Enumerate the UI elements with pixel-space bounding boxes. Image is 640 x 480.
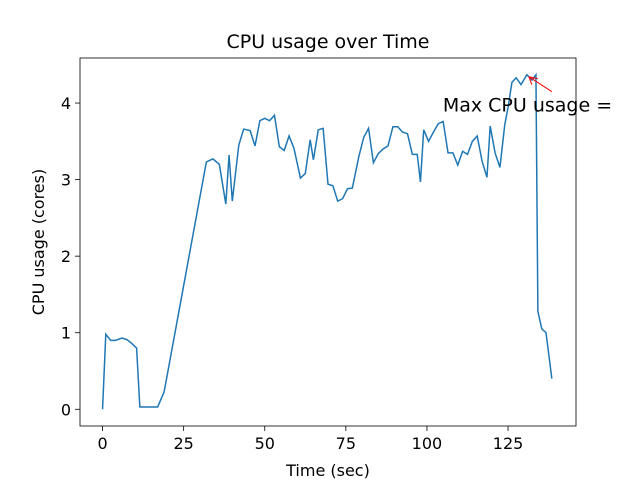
y-tick-label: 4	[61, 94, 71, 113]
y-tick-label: 2	[61, 247, 71, 266]
y-tick-label: 0	[61, 400, 71, 419]
x-tick-label: 25	[173, 434, 193, 453]
annotation-arrowhead	[528, 76, 538, 85]
x-tick-label: 75	[336, 434, 356, 453]
y-axis-label: CPU usage (cores)	[29, 169, 48, 315]
x-tick-label: 100	[412, 434, 443, 453]
x-tick-label: 125	[493, 434, 524, 453]
axes-frame	[79, 57, 577, 427]
x-tick-label: 50	[255, 434, 275, 453]
y-tick-label: 1	[61, 324, 71, 343]
annotation-arrow	[528, 76, 553, 93]
y-tick-label: 3	[61, 171, 71, 190]
line-series	[101, 72, 553, 410]
chart-title: CPU usage over Time	[227, 31, 430, 53]
x-tick-label: 0	[97, 434, 107, 453]
annotation-text: Max CPU usage =	[443, 95, 612, 117]
x-axis-label: Time (sec)	[285, 461, 370, 480]
